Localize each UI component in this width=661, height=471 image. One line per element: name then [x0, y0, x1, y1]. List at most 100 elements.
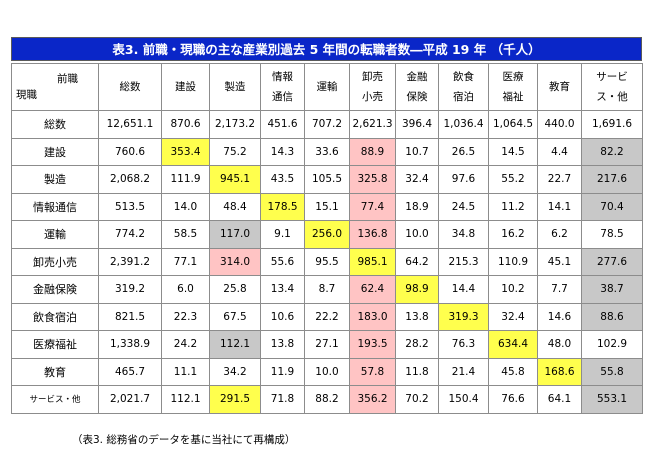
table-cell: 2,173.2 — [209, 110, 261, 139]
column-header-line: 総数 — [119, 81, 141, 93]
table-cell: 6.2 — [537, 220, 582, 249]
table-cell: 12,651.1 — [98, 110, 162, 139]
column-header: 医療 福祉 — [488, 63, 538, 111]
table-cell: 88.9 — [349, 137, 396, 166]
table-cell: 88.6 — [581, 302, 643, 331]
column-header: サービ ス・他 — [581, 63, 643, 111]
table-cell: 26.5 — [438, 137, 489, 166]
table-cell: 22.7 — [537, 165, 582, 194]
table-cell: 24.2 — [161, 330, 210, 359]
row-header: 建設 — [11, 137, 99, 166]
column-header-line: サービ — [596, 71, 628, 83]
table-cell: 77.1 — [161, 247, 210, 276]
table-cell: 76.3 — [438, 330, 489, 359]
column-header-line: 卸売 — [362, 71, 383, 83]
table-cell: 82.2 — [581, 137, 643, 166]
table-cell: 38.7 — [581, 275, 643, 304]
table-cell: 10.6 — [260, 302, 305, 331]
table-cell: 27.1 — [304, 330, 350, 359]
column-header: 製造 — [209, 63, 261, 111]
table-cell: 1,064.5 — [488, 110, 538, 139]
table-cell: 1,036.4 — [438, 110, 489, 139]
row-header: 医療福祉 — [11, 330, 99, 359]
table-cell: 150.4 — [438, 385, 489, 414]
table-row: 製造 2,068.2 111.9 945.1 43.5 105.5 325.8 32.4 97.… — [11, 165, 643, 194]
table-cell: 75.2 — [209, 137, 261, 166]
table-cell: 319.3 — [438, 302, 489, 331]
column-header-line: 製造 — [224, 81, 246, 93]
corner-cell: 前職 現職 — [11, 63, 99, 111]
row-header: 情報通信 — [11, 192, 99, 221]
table-cell: 48.4 — [209, 192, 261, 221]
table-cell: 105.5 — [304, 165, 350, 194]
column-header-line: 小売 — [362, 91, 383, 103]
column-header: 卸売 小売 — [349, 63, 396, 111]
table-cell: 32.4 — [488, 302, 538, 331]
column-header-line: 運輸 — [316, 81, 338, 93]
table-cell: 110.9 — [488, 247, 538, 276]
table-cell: 2,621.3 — [349, 110, 396, 139]
table-cell: 58.5 — [161, 220, 210, 249]
row-header: 製造 — [11, 165, 99, 194]
table-row: 卸売小売 2,391.2 77.1 314.0 55.6 95.5 985.1 64.2 215… — [11, 247, 643, 276]
table-cell: 2,021.7 — [98, 385, 162, 414]
table-cell: 396.4 — [395, 110, 439, 139]
table-cell: 14.0 — [161, 192, 210, 221]
corner-previous-job-label: 前職 — [57, 73, 78, 85]
table-cell: 10.2 — [488, 275, 538, 304]
table-cell: 2,068.2 — [98, 165, 162, 194]
table-cell: 34.2 — [209, 357, 261, 386]
column-header: 金融 保険 — [395, 63, 439, 111]
table-cell: 77.4 — [349, 192, 396, 221]
table-cell: 13.8 — [395, 302, 439, 331]
table-cell: 98.9 — [395, 275, 439, 304]
table-cell: 291.5 — [209, 385, 261, 414]
table-cell: 183.0 — [349, 302, 396, 331]
table-cell: 55.8 — [581, 357, 643, 386]
column-header-line: 教育 — [549, 81, 570, 93]
table-cell: 760.6 — [98, 137, 162, 166]
table-cell: 57.8 — [349, 357, 396, 386]
table-cell: 10.0 — [304, 357, 350, 386]
table-cell: 985.1 — [349, 247, 396, 276]
table-cell: 6.0 — [161, 275, 210, 304]
table-cell: 11.9 — [260, 357, 305, 386]
table-cell: 13.4 — [260, 275, 305, 304]
table-row: 総数 12,651.1 870.6 2,173.2 451.6 707.2 2,621.3 3… — [11, 110, 643, 139]
row-header: 教育 — [11, 357, 99, 386]
table-cell: 465.7 — [98, 357, 162, 386]
table-cell: 4.4 — [537, 137, 582, 166]
table-cell: 10.0 — [395, 220, 439, 249]
table-cell: 178.5 — [260, 192, 305, 221]
table-cell: 112.1 — [209, 330, 261, 359]
table-cell: 14.3 — [260, 137, 305, 166]
row-header: 運輸 — [11, 220, 99, 249]
row-header: 金融保険 — [11, 275, 99, 304]
table-cell: 16.2 — [488, 220, 538, 249]
table-cell: 774.2 — [98, 220, 162, 249]
table-cell: 43.5 — [260, 165, 305, 194]
table-cell: 11.8 — [395, 357, 439, 386]
table-cell: 88.2 — [304, 385, 350, 414]
table-cell: 21.4 — [438, 357, 489, 386]
table-cell: 314.0 — [209, 247, 261, 276]
table-cell: 78.5 — [581, 220, 643, 249]
table-cell: 256.0 — [304, 220, 350, 249]
table-row: 情報通信 513.5 14.0 48.4 178.5 15.1 77.4 18.9 24.5 11… — [11, 192, 643, 221]
table-row: 運輸 774.2 58.5 117.0 9.1 256.0 136.8 10.0 34.8 16.… — [11, 220, 643, 249]
table-cell: 277.6 — [581, 247, 643, 276]
table-cell: 45.1 — [537, 247, 582, 276]
column-header-line: 宿泊 — [453, 91, 474, 103]
column-header-line: 通信 — [272, 91, 293, 103]
table-cell: 32.4 — [395, 165, 439, 194]
table-cell: 1,691.6 — [581, 110, 643, 139]
table-cell: 451.6 — [260, 110, 305, 139]
table-cell: 112.1 — [161, 385, 210, 414]
table-cell: 707.2 — [304, 110, 350, 139]
column-header-line: ス・他 — [596, 91, 628, 103]
table-cell: 440.0 — [537, 110, 582, 139]
table-container: 表3. 前職・現職の主な産業別過去 5 年間の転職者数―平成 19 年 （千人）… — [11, 37, 643, 414]
column-header: 飲食 宿泊 — [438, 63, 489, 111]
table-cell: 25.8 — [209, 275, 261, 304]
table-row: 飲食宿泊 821.5 22.3 67.5 10.6 22.2 183.0 13.8 319.3 3… — [11, 302, 643, 331]
